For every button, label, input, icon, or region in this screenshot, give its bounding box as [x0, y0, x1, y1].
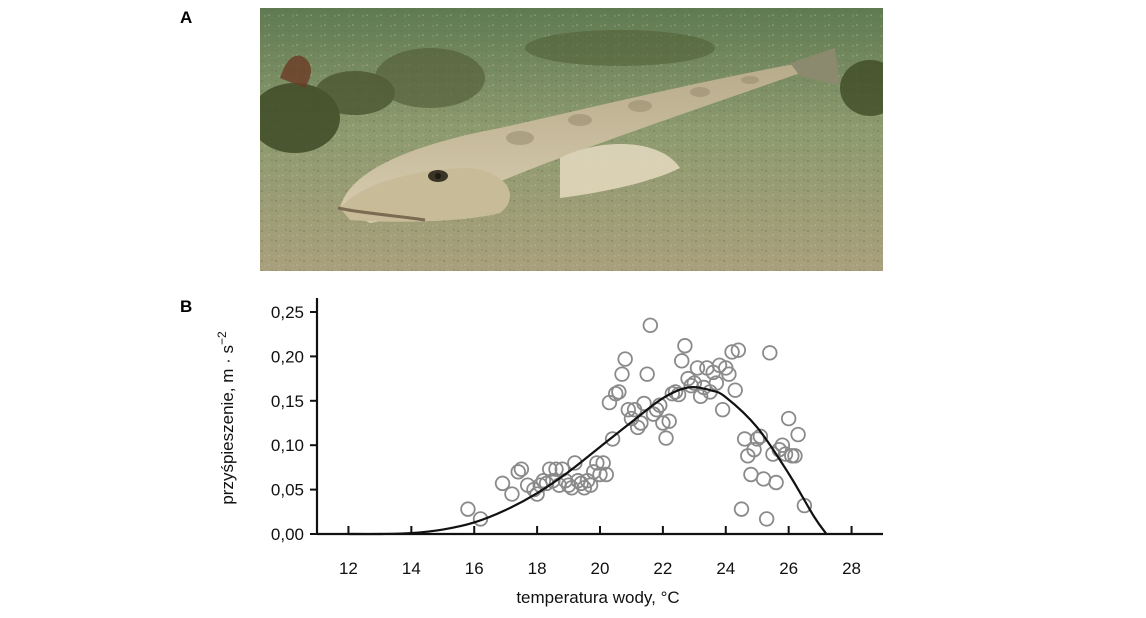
data-point [677, 338, 693, 354]
data-point [642, 317, 659, 334]
chart-axes [315, 298, 883, 536]
y-tick-label: 0,10 [271, 436, 304, 455]
x-tick-label: 20 [591, 559, 610, 578]
data-point [598, 466, 614, 483]
x-tick-label: 12 [339, 559, 358, 578]
data-point [777, 446, 794, 462]
data-point [746, 441, 762, 458]
x-tick-label: 22 [653, 559, 672, 578]
fitted-curve [348, 386, 828, 536]
data-point [674, 353, 690, 369]
data-point [736, 431, 753, 447]
data-point [548, 461, 564, 477]
data-point [774, 437, 791, 453]
y-tick-label: 0,15 [271, 392, 304, 411]
y-tick-label: 0,00 [271, 525, 304, 544]
data-point [510, 464, 526, 480]
data-point [686, 375, 703, 391]
data-point [513, 461, 530, 477]
y-tick-label: 0,05 [271, 481, 304, 500]
y-axis-title-exponent: −2 [215, 331, 229, 345]
data-point [661, 413, 677, 429]
data-point [658, 430, 674, 446]
data-point [758, 511, 775, 527]
data-point [762, 345, 778, 361]
data-point [633, 415, 649, 431]
data-point [787, 448, 803, 464]
panel-label-a: A [180, 8, 193, 27]
data-point [494, 475, 511, 492]
y-axis-title-text: przyśpieszenie, m · s [218, 345, 237, 505]
data-point [689, 360, 706, 376]
x-axis-title: temperatura wody, °C [516, 588, 679, 607]
x-tick-label: 18 [528, 559, 547, 578]
data-point [733, 501, 750, 517]
data-point [639, 366, 655, 382]
data-point [708, 375, 725, 391]
data-point [589, 455, 605, 471]
data-point [692, 388, 709, 405]
data-point [592, 466, 608, 483]
data-point [670, 386, 687, 403]
data-point [604, 431, 621, 447]
data-point [595, 455, 611, 471]
data-point [636, 395, 652, 412]
y-tick-label: 0,20 [271, 347, 304, 366]
data-point [611, 384, 627, 400]
data-point [529, 486, 545, 502]
data-point [714, 401, 731, 418]
data-point [655, 415, 671, 431]
data-point [721, 366, 737, 382]
data-point [730, 342, 747, 358]
x-tick-label: 28 [842, 559, 861, 578]
data-point [724, 344, 740, 360]
x-tick-label: 14 [402, 559, 421, 578]
data-point [790, 426, 806, 443]
data-point [743, 466, 759, 483]
data-point [780, 410, 797, 427]
flatfish-photo [260, 8, 883, 271]
data-point [752, 428, 769, 445]
data-point [460, 501, 476, 517]
panel-label-b: B [180, 297, 193, 316]
data-point [620, 401, 637, 418]
x-tick-label: 16 [465, 559, 484, 578]
data-point [504, 486, 520, 502]
data-point [630, 419, 646, 436]
data-point [667, 384, 684, 400]
data-point [617, 351, 633, 367]
x-tick-label: 24 [716, 559, 735, 578]
y-axis-ticks: 0,00 0,05 0,10 0,15 0,20 0,25 [271, 303, 317, 544]
data-point [768, 474, 784, 491]
x-axis-ticks: 12 14 16 18 20 22 24 26 28 [339, 526, 861, 578]
data-point [535, 473, 552, 489]
data-point [614, 366, 630, 382]
data-point [727, 382, 743, 398]
x-tick-label: 26 [779, 559, 798, 578]
data-points [460, 317, 813, 527]
data-point [749, 431, 765, 447]
data-point [541, 461, 558, 477]
y-axis-title: przyśpieszenie, m · s−2 [215, 331, 237, 505]
y-tick-label: 0,25 [271, 303, 304, 322]
data-point [755, 471, 772, 487]
